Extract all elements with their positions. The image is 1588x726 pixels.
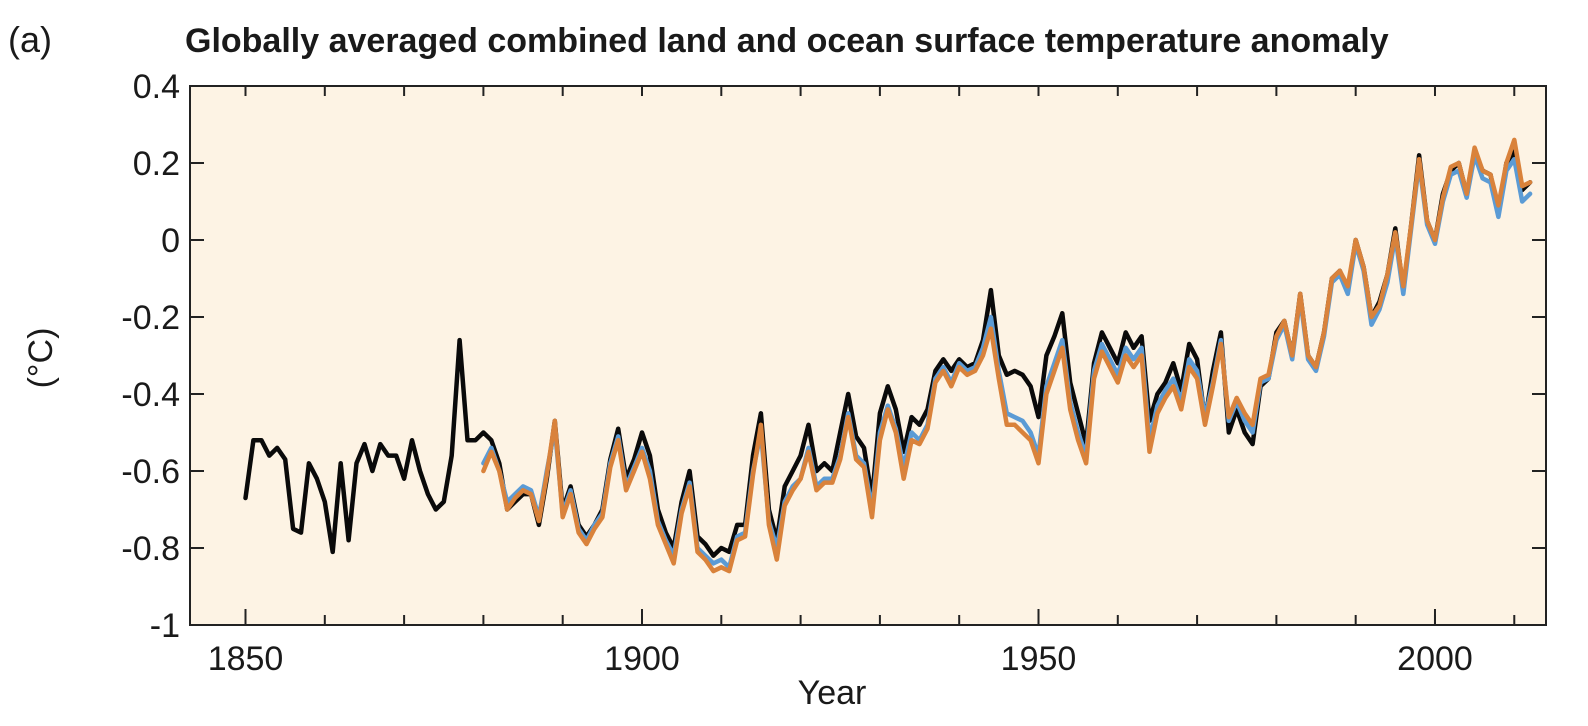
y-tick-label: -0.8: [121, 530, 180, 568]
x-tick-label: 1950: [1001, 640, 1077, 678]
y-tick-label: 0: [161, 222, 180, 260]
y-tick-label: -0.6: [121, 453, 180, 491]
y-tick-label: 0.4: [133, 68, 180, 106]
y-axis-title: (°C): [22, 328, 60, 389]
panel-label: (a): [8, 19, 52, 60]
chart-title: Globally averaged combined land and ocea…: [185, 22, 1389, 60]
y-tick-label: -1: [150, 607, 180, 645]
y-tick-label: -0.2: [121, 299, 180, 337]
x-tick-label: 1900: [604, 640, 680, 678]
series-line-3: [481, 137, 1533, 574]
tick-layer: 1850 1900 1950 2000 0.4 0.2 0 -0.2 -0.4 -0.6 -0.8 -…: [121, 68, 1546, 678]
series-layer: [243, 137, 1533, 574]
plot-area: [190, 86, 1546, 625]
x-tick-label: 1850: [208, 640, 284, 678]
y-tick-label: -0.4: [121, 376, 180, 414]
x-tick-label: 2000: [1397, 640, 1473, 678]
plot-frame: [189, 85, 1547, 626]
y-tick-label: 0.2: [133, 145, 180, 183]
x-axis-title: Year: [798, 674, 867, 712]
